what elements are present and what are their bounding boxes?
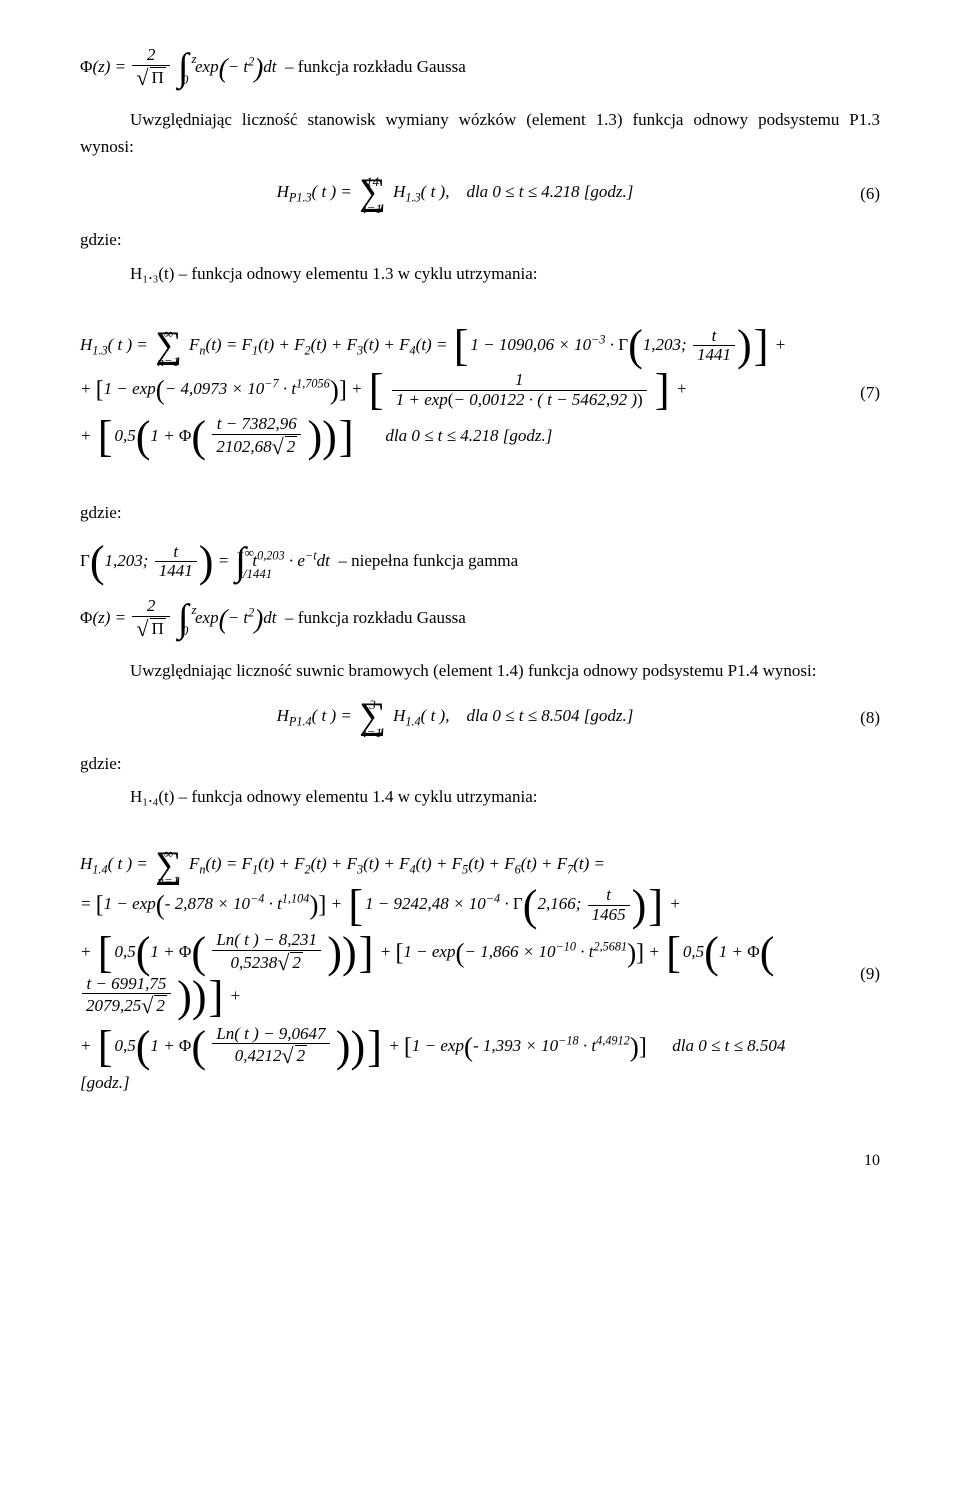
equation-phi-mid: Φ(z) = 2√Π ∫z0 exp(− t2)dt – funkcja roz…: [80, 597, 880, 641]
page-number: 10: [80, 1148, 880, 1174]
eq9-num: (9): [830, 960, 880, 987]
equation-6: HP1.3( t ) = ∑14i=1 H1.3( t ), dla 0 ≤ t…: [80, 178, 880, 208]
equation-phi-top: Φ(z) = 2√Π ∫z0 exp(− t2)dt – funkcja roz…: [80, 46, 880, 90]
phi-label: funkcja rozkładu Gaussa: [298, 57, 466, 76]
h14-desc: H₁.₄(t) – funkcja odnowy elementu 1.4 w …: [130, 783, 880, 810]
eq8-num: (8): [830, 704, 880, 731]
paragraph-2: Uwzględniając liczność suwnic bramowych …: [80, 657, 880, 684]
gamma-def: Γ(1,203; t1441) = ∫+∞t/1441 t0,203 · e−t…: [80, 543, 880, 581]
gamma-label: niepełna funkcja gamma: [351, 551, 518, 570]
equation-9: H1.4( t ) = ∑∞n=1 Fn(t) = F1(t) + F2(t) …: [80, 828, 880, 1117]
eq7-num: (7): [830, 379, 880, 406]
equation-7: H1.3( t ) = ∑∞n=1 Fn(t) = F1(t) + F2(t) …: [80, 305, 880, 482]
equation-8: HP1.4( t ) = ∑3i=1 H1.4( t ), dla 0 ≤ t …: [80, 702, 880, 732]
gdzie-1: gdzie:: [80, 226, 880, 253]
paragraph-1: Uwzględniając liczność stanowisk wymiany…: [80, 106, 880, 160]
gdzie-3: gdzie:: [80, 750, 880, 777]
gdzie-2: gdzie:: [80, 499, 880, 526]
eq6-num: (6): [830, 180, 880, 207]
h13-desc: H₁.₃(t) – funkcja odnowy elementu 1.3 w …: [130, 260, 880, 287]
